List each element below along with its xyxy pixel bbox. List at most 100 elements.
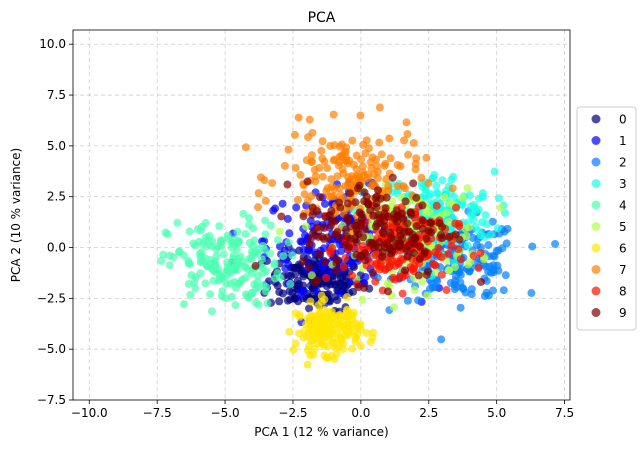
point-class-7 [417,173,426,182]
point-class-9 [304,263,313,272]
point-class-9 [328,217,337,226]
point-class-9 [406,208,415,217]
point-class-4 [279,251,288,260]
point-class-6 [368,333,377,342]
point-class-8 [375,265,384,274]
y-tick-label: −7.5 [37,393,66,407]
point-class-7 [330,185,339,194]
point-class-7 [284,145,293,154]
point-class-7 [341,181,350,190]
point-class-9 [360,188,369,197]
point-class-6 [309,326,318,335]
point-class-9 [354,230,363,239]
point-class-7 [311,172,320,181]
x-tick-label: −7.5 [143,406,172,420]
point-class-5 [463,184,472,193]
legend-marker-5 [591,222,601,231]
x-axis: −10.0 −7.5 −5.0 −2.5 0.0 2.5 5.0 7.5 [71,400,574,420]
point-class-0 [305,304,314,313]
point-class-3 [490,167,499,176]
point-class-6 [348,344,357,353]
point-class-2 [431,283,440,292]
point-class-7 [254,189,263,198]
point-class-4 [184,256,193,265]
point-class-9 [424,227,433,236]
point-class-6 [346,320,355,329]
x-tick-label: −5.0 [211,406,240,420]
point-class-9 [351,198,360,207]
point-class-4 [206,290,215,299]
point-class-8 [469,251,478,260]
point-class-4 [234,260,243,269]
point-class-3 [438,176,447,185]
point-class-9 [308,210,317,219]
point-class-4 [261,230,270,239]
point-class-7 [327,192,336,201]
point-class-7 [358,162,367,171]
point-class-4 [244,293,253,302]
y-tick-label: 5.0 [47,139,66,153]
point-class-4 [221,294,230,303]
point-class-8 [339,263,348,272]
point-class-4 [241,229,250,238]
point-class-2 [528,242,537,251]
point-class-6 [319,322,328,331]
point-class-4 [201,219,210,228]
point-class-7 [323,164,332,173]
point-class-5 [410,285,419,294]
point-class-1 [346,259,355,268]
series-4 [157,209,297,316]
point-class-2 [480,291,489,300]
point-class-3 [478,218,487,227]
point-class-9 [333,228,342,237]
point-class-9 [277,212,286,221]
legend-marker-3 [591,179,601,188]
point-class-2 [451,276,460,285]
point-class-6 [331,315,340,324]
point-class-2 [527,289,536,298]
point-class-5 [307,271,316,280]
point-class-8 [398,289,407,298]
point-class-9 [299,212,308,221]
point-class-9 [415,254,424,263]
y-tick-label: −2.5 [37,291,66,305]
point-class-7 [411,165,420,174]
data-points [157,103,560,369]
point-class-4 [260,245,269,254]
point-class-6 [295,310,304,319]
point-class-7 [377,150,386,159]
point-class-6 [362,328,371,337]
point-class-9 [412,222,421,231]
point-class-5 [275,227,284,236]
point-class-7 [385,134,394,143]
point-class-9 [320,258,329,267]
point-class-4 [223,262,232,271]
point-class-2 [498,244,507,253]
point-class-4 [262,283,271,292]
point-class-4 [157,256,166,265]
point-class-2 [488,217,497,226]
point-class-7 [320,157,329,166]
point-class-7 [424,179,433,188]
point-class-2 [437,335,446,344]
point-class-8 [322,273,331,282]
point-class-0 [278,289,287,298]
point-class-9 [303,177,312,186]
point-class-2 [501,271,510,280]
chart-title: PCA [308,10,336,26]
x-tick-label: 5.0 [487,406,506,420]
point-class-6 [300,327,309,336]
point-class-8 [387,256,396,265]
point-class-5 [496,203,505,212]
point-class-5 [389,303,398,312]
point-class-5 [444,266,453,275]
point-class-8 [451,219,460,228]
point-class-7 [261,196,270,205]
point-class-1 [281,264,290,273]
point-class-4 [251,284,260,293]
point-class-8 [434,250,443,259]
point-class-9 [346,189,355,198]
point-class-6 [314,301,323,310]
point-class-2 [433,276,442,285]
